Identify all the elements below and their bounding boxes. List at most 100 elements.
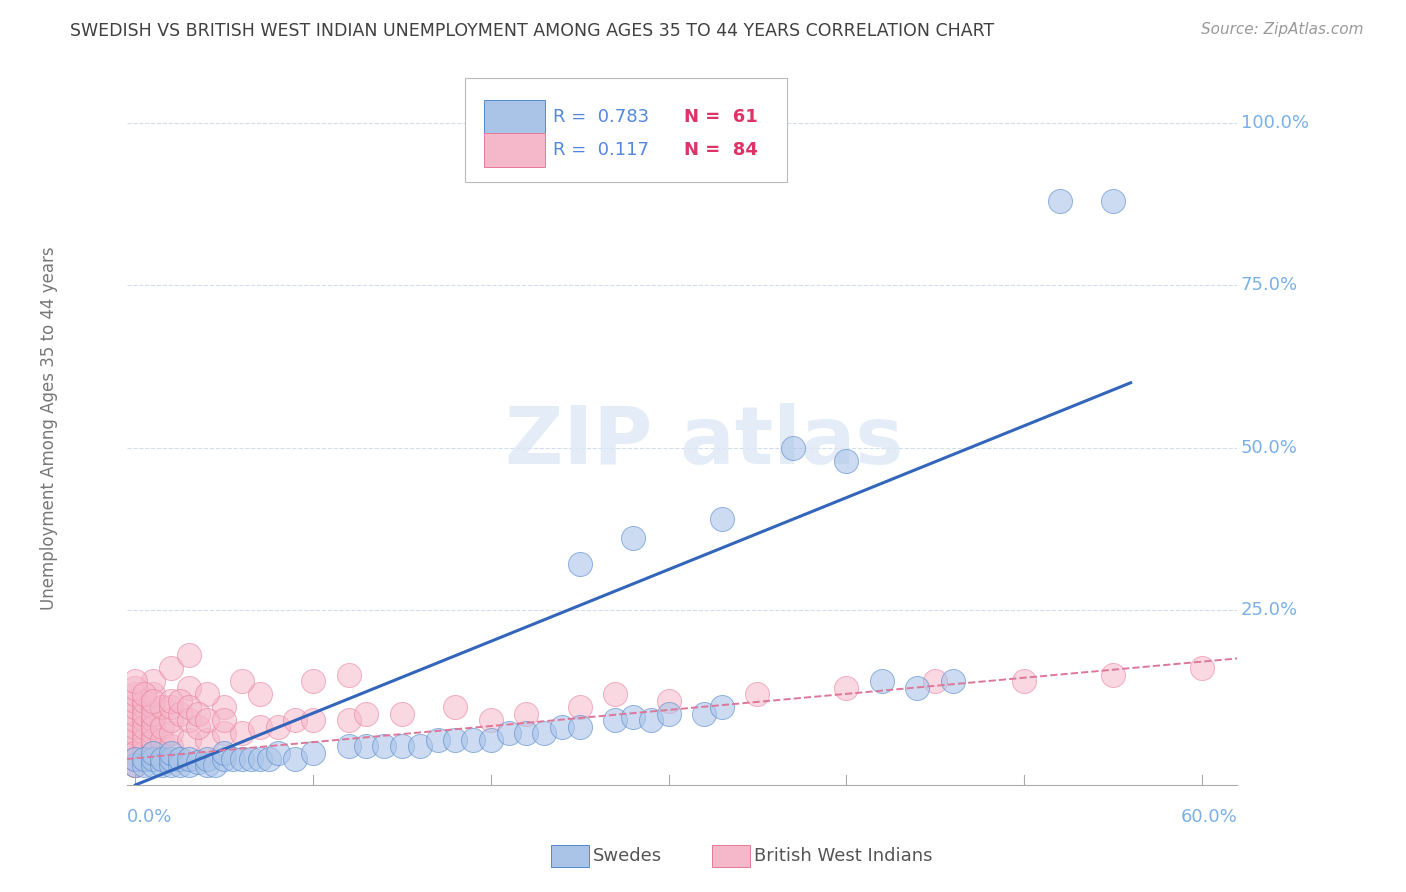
Point: [124, 752, 146, 766]
Point: [515, 726, 537, 740]
Point: [177, 732, 200, 747]
Point: [222, 752, 245, 766]
Point: [249, 720, 271, 734]
Point: [187, 720, 209, 734]
Text: 0.0%: 0.0%: [127, 807, 172, 826]
Point: [142, 720, 165, 734]
Point: [479, 732, 502, 747]
Point: [169, 693, 191, 707]
Point: [124, 746, 146, 760]
Point: [621, 532, 644, 546]
Point: [373, 739, 395, 753]
Point: [142, 739, 165, 753]
Point: [658, 693, 681, 707]
Text: British West Indians: British West Indians: [754, 847, 932, 865]
Point: [142, 706, 165, 721]
Text: ZIP atlas: ZIP atlas: [505, 403, 903, 482]
Point: [160, 726, 183, 740]
Point: [169, 706, 191, 721]
Point: [257, 752, 280, 766]
Point: [150, 746, 173, 760]
Point: [568, 720, 591, 734]
Point: [391, 706, 413, 721]
Point: [835, 453, 858, 467]
Point: [177, 713, 200, 727]
Point: [266, 720, 288, 734]
Point: [169, 752, 191, 766]
Point: [124, 713, 146, 727]
Point: [195, 732, 218, 747]
Text: 50.0%: 50.0%: [1241, 439, 1298, 457]
Point: [693, 706, 716, 721]
Point: [177, 681, 200, 695]
Point: [142, 732, 165, 747]
Point: [142, 746, 165, 760]
Point: [142, 693, 165, 707]
Point: [150, 758, 173, 772]
Text: 25.0%: 25.0%: [1241, 601, 1298, 619]
Text: Unemployment Among Ages 35 to 44 years: Unemployment Among Ages 35 to 44 years: [39, 246, 58, 610]
Text: N =  84: N = 84: [685, 141, 758, 159]
Point: [150, 700, 173, 714]
FancyBboxPatch shape: [484, 133, 546, 167]
Point: [409, 739, 432, 753]
Point: [231, 674, 253, 689]
Point: [214, 726, 236, 740]
Point: [568, 700, 591, 714]
Point: [142, 687, 165, 701]
Point: [142, 713, 165, 727]
Point: [710, 700, 733, 714]
Point: [426, 732, 449, 747]
Point: [134, 752, 156, 766]
Point: [302, 713, 325, 727]
Point: [356, 739, 378, 753]
Point: [134, 706, 156, 721]
Point: [621, 710, 644, 724]
Point: [160, 661, 183, 675]
Point: [177, 648, 200, 663]
Point: [337, 713, 360, 727]
Text: N =  61: N = 61: [685, 108, 758, 126]
FancyBboxPatch shape: [465, 78, 787, 182]
Point: [124, 758, 146, 772]
Point: [337, 739, 360, 753]
Point: [134, 752, 156, 766]
Text: SWEDISH VS BRITISH WEST INDIAN UNEMPLOYMENT AMONG AGES 35 TO 44 YEARS CORRELATIO: SWEDISH VS BRITISH WEST INDIAN UNEMPLOYM…: [70, 22, 994, 40]
Point: [302, 746, 325, 760]
Point: [444, 732, 467, 747]
Point: [142, 726, 165, 740]
Point: [124, 693, 146, 707]
Point: [498, 726, 520, 740]
Point: [124, 758, 146, 772]
Point: [658, 706, 681, 721]
Point: [924, 674, 946, 689]
FancyBboxPatch shape: [484, 100, 546, 134]
Point: [124, 687, 146, 701]
Point: [284, 713, 307, 727]
Point: [479, 713, 502, 727]
Point: [124, 720, 146, 734]
Point: [444, 700, 467, 714]
Point: [239, 752, 262, 766]
Point: [1191, 661, 1213, 675]
Point: [231, 752, 253, 766]
Point: [142, 674, 165, 689]
Point: [169, 758, 191, 772]
Point: [356, 706, 378, 721]
Point: [204, 758, 226, 772]
Point: [142, 752, 165, 766]
Point: [214, 713, 236, 727]
Point: [284, 752, 307, 766]
Point: [124, 700, 146, 714]
Point: [124, 758, 146, 772]
Point: [568, 558, 591, 572]
Text: Source: ZipAtlas.com: Source: ZipAtlas.com: [1201, 22, 1364, 37]
Point: [187, 706, 209, 721]
Point: [134, 746, 156, 760]
Point: [160, 758, 183, 772]
Point: [124, 674, 146, 689]
Point: [150, 752, 173, 766]
Point: [905, 681, 928, 695]
Point: [533, 726, 555, 740]
Point: [782, 441, 804, 455]
